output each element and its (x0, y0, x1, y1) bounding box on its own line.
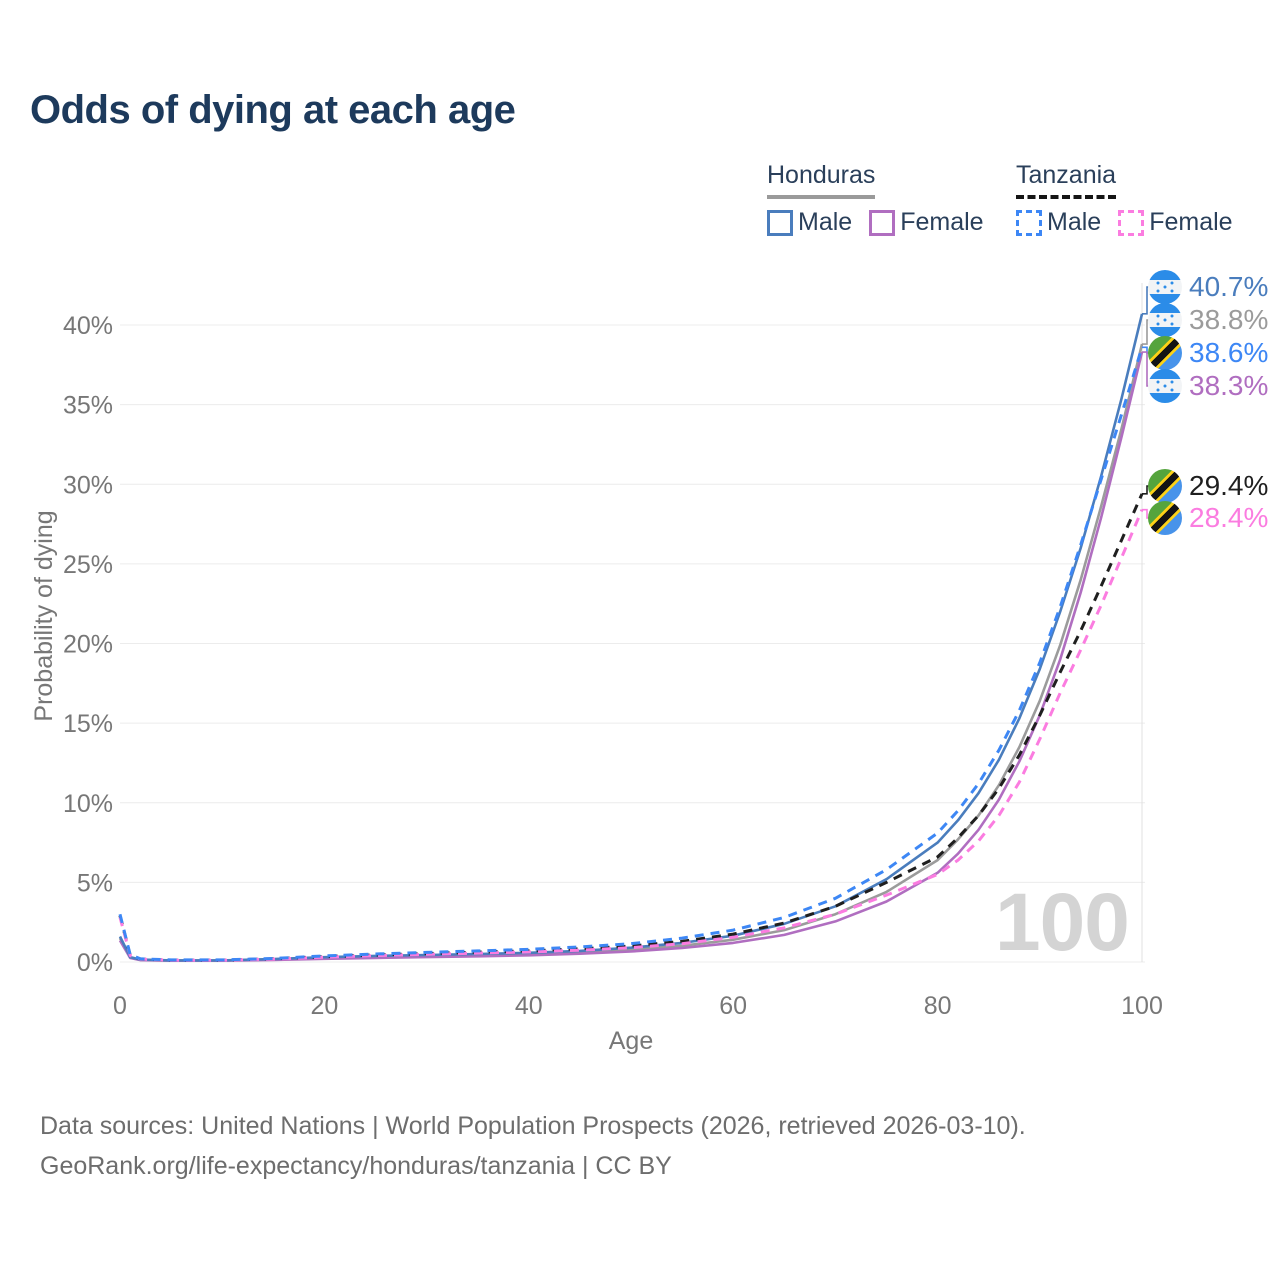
honduras-flag-icon (1148, 369, 1182, 403)
y-tick-label: 25% (63, 551, 113, 579)
hover-age-watermark: 100 (995, 877, 1130, 968)
end-label-honduras-male: 40.7% (1148, 270, 1268, 304)
honduras-stars (1163, 318, 1167, 322)
honduras-flag-icon (1148, 303, 1182, 337)
end-label-tanzania-male: 38.6% (1148, 336, 1268, 370)
legend-label-honduras-female[interactable]: Female (900, 208, 984, 236)
series-layer (118, 313, 1144, 962)
legend-group-tanzania: Tanzania Male Female (1016, 161, 1250, 237)
attribution-link[interactable]: GeoRank.org/life-expectancy/honduras/tan… (40, 1152, 672, 1180)
end-label-value: 38.6% (1189, 337, 1269, 368)
page-title: Odds of dying at each age (30, 88, 516, 132)
legend-swatch-honduras-male[interactable] (767, 209, 793, 236)
end-label-value: 38.8% (1189, 304, 1269, 335)
legend-country-honduras[interactable]: Honduras (767, 161, 876, 199)
end-label-value: 28.4% (1189, 502, 1269, 533)
legend-swatch-tanzania-male[interactable] (1016, 209, 1042, 236)
legend-label-honduras-male[interactable]: Male (798, 208, 853, 236)
legend-group-honduras: Honduras Male Female (767, 161, 1001, 237)
series-line-honduras-female[interactable] (118, 351, 1144, 962)
y-tick-label: 40% (63, 312, 113, 340)
legend-row: Male Female (1016, 208, 1250, 237)
grid-layer (120, 283, 1145, 963)
honduras-flag-icon (1148, 270, 1182, 304)
x-axis-title: Age (609, 1027, 653, 1055)
y-axis-title: Probability of dying (30, 510, 58, 721)
y-tick-label: 30% (63, 471, 113, 499)
tanzania-flag-icon (1148, 469, 1182, 503)
end-label-value: 38.3% (1189, 370, 1269, 401)
legend-row: Male Female (767, 208, 1001, 237)
end-label-value: 29.4% (1189, 470, 1269, 501)
legend-label-tanzania-female[interactable]: Female (1149, 208, 1233, 236)
tick-layer: 0% 5% 10% 15% 20% 25% 30% 35% 40% 0 20 40 60 80 100 (63, 312, 1163, 1020)
series-line-honduras-male[interactable] (118, 313, 1144, 962)
legend-swatch-tanzania-female[interactable] (1118, 209, 1145, 236)
end-label-honduras-both-sexes: 38.8% (1148, 303, 1268, 337)
end-label-tanzania-both-sexes: 29.4% (1148, 469, 1268, 503)
legend-country-tanzania[interactable]: Tanzania (1016, 161, 1117, 199)
tanzania-flag-icon (1148, 336, 1182, 370)
honduras-stars (1163, 384, 1167, 388)
y-tick-label: 15% (63, 710, 113, 738)
x-tick-label: 100 (1121, 992, 1163, 1020)
series-line-honduras-both-sexes[interactable] (118, 343, 1144, 962)
end-label-value: 40.7% (1189, 271, 1269, 302)
y-tick-label: 10% (63, 790, 113, 818)
y-tick-label: 35% (63, 392, 113, 420)
x-tick-label: 0 (113, 992, 127, 1020)
x-tick-label: 80 (924, 992, 952, 1020)
footer: Data sources: United Nations | World Pop… (40, 1106, 1026, 1186)
series-line-tanzania-male[interactable] (118, 346, 1144, 962)
x-tick-label: 60 (719, 992, 747, 1020)
end-label-tanzania-female: 28.4% (1148, 501, 1268, 535)
y-tick-label: 20% (63, 631, 113, 659)
data-sources-text: Data sources: United Nations | World Pop… (40, 1112, 1026, 1140)
y-tick-label: 0% (77, 949, 113, 977)
x-tick-label: 40 (515, 992, 543, 1020)
legend-swatch-honduras-female[interactable] (869, 209, 896, 236)
legend-label-tanzania-male[interactable]: Male (1047, 208, 1102, 236)
x-tick-label: 20 (310, 992, 338, 1020)
tanzania-flag-icon (1148, 501, 1182, 535)
y-tick-label: 5% (77, 869, 113, 897)
end-label-honduras-female: 38.3% (1148, 369, 1268, 403)
honduras-stars (1163, 285, 1167, 289)
series-line-tanzania-female[interactable] (118, 509, 1144, 962)
